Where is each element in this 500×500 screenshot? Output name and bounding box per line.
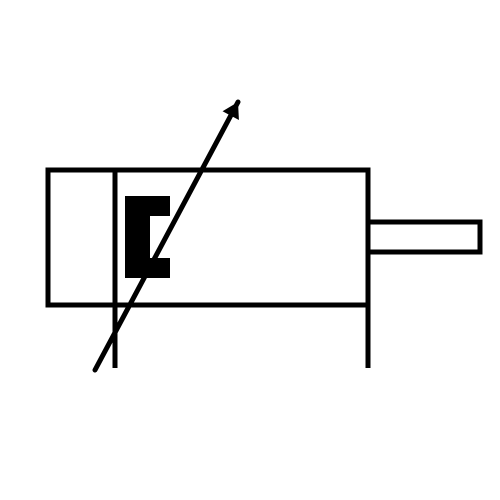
cylinder-body bbox=[48, 170, 368, 305]
pneumatic-cylinder-symbol bbox=[0, 0, 500, 500]
piston-rod bbox=[368, 222, 480, 252]
